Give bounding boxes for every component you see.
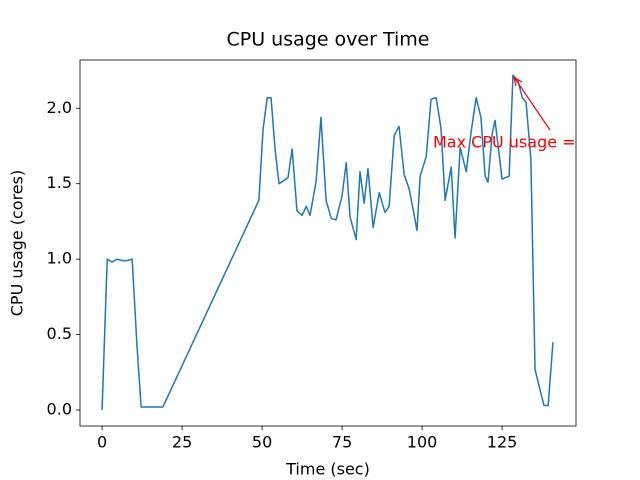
x-axis-label: Time (sec) [285,460,370,479]
y-tick-label: 0.5 [47,324,72,343]
y-tick-label: 2.0 [47,98,72,117]
y-axis-label: CPU usage (cores) [8,170,27,316]
y-tick-label: 0.0 [47,400,72,419]
annotation-arrow [513,76,551,131]
x-tick-label: 125 [487,433,518,452]
line [101,74,554,411]
plot-frame [79,59,577,427]
x-tick-label: 75 [332,433,352,452]
annotation-arrowhead [513,76,523,87]
annotation-text: Max CPU usage = [433,133,576,152]
chart-title: CPU usage over Time [227,29,430,51]
y-tick-label: 1.5 [47,173,72,192]
x-tick-label: 25 [172,433,192,452]
y-tick-label: 1.0 [47,249,72,268]
x-tick-label: 50 [252,433,272,452]
x-tick-label: 100 [407,433,438,452]
x-tick-label: 0 [97,433,107,452]
